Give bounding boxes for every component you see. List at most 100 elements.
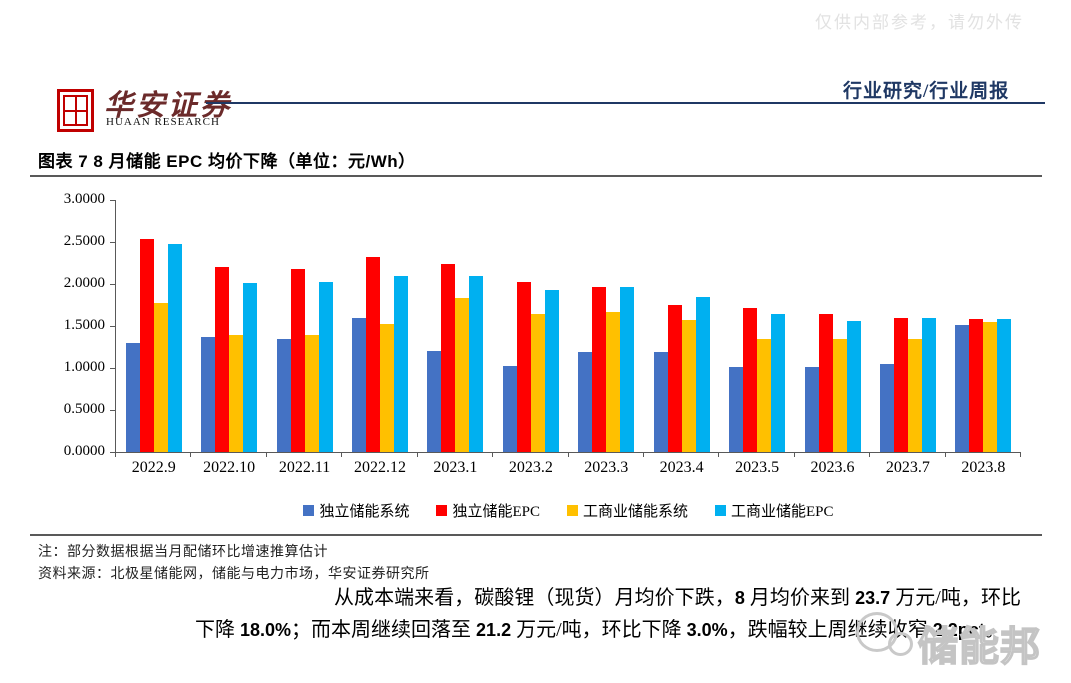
x-axis-tick [642,453,644,457]
bar-独立储能EPC-2022.12 [365,257,380,452]
legend-label: 工商业储能系统 [583,504,689,520]
bar-工商业储能系统-2023.6 [832,339,847,452]
chart-source: 资料来源：北极星储能网，储能与电力市场，华安证券研究所 [38,567,430,582]
x-axis-tick [1020,453,1021,457]
bar-工商业储能系统-2022.11 [304,335,319,452]
title-divider [30,175,1042,177]
bar-group-2023.7 [870,200,945,452]
paragraph-text: 从成本端来看，碳酸锂（现货）月均价下跌， [334,587,735,609]
huaan-seal-logo [57,89,94,132]
y-axis-tick [110,452,115,453]
y-tick-label: 1.5000 [63,317,105,333]
bar-独立储能系统-2023.5 [729,367,744,452]
y-axis-tick [110,242,115,243]
y-axis-tick [110,368,115,369]
bar-独立储能EPC-2023.5 [743,307,758,452]
bar-独立储能EPC-2022.10 [215,267,230,452]
paragraph-text: 万元/吨，环比下降 [195,587,1022,641]
bar-工商业储能系统-2023.2 [530,314,545,452]
paragraph-text: 万元/吨，环比下降 [511,619,687,641]
legend-item-工商业储能EPC: 工商业储能EPC [715,500,834,521]
y-axis-line [115,200,116,453]
bar-工商业储能EPC-2023.5 [771,314,786,452]
legend-label: 独立储能系统 [319,504,410,520]
x-axis-tick [265,453,267,457]
bar-独立储能系统-2022.10 [201,336,216,452]
bar-工商业储能系统-2023.1 [455,298,470,452]
x-tick-label: 2023.2 [508,459,553,476]
bar-工商业储能系统-2022.12 [379,324,394,452]
x-tick-label: 2023.6 [810,459,855,476]
bar-group-2022.12 [342,200,417,452]
bar-group-2023.1 [418,200,493,452]
paragraph-text: ；而本周继续回落至 [291,619,477,641]
x-axis-tick [567,453,569,457]
paragraph-text: 。 [984,619,1005,641]
figure-title: 图表 7 8 月储能 EPC 均价下降（单位：元/Wh） [38,152,416,171]
bar-独立储能EPC-2023.8 [969,319,984,452]
bar-group-2022.9 [116,200,191,452]
body-paragraph: 从成本端来看，碳酸锂（现货）月均价下跌，8 月均价来到 23.7 万元/吨，环比… [195,582,1021,646]
x-axis-category-labels: 2022.9 2022.10 2022.11 2022.12 2023.1 2023.2 2… [116,459,1021,477]
paragraph-number: 21.2 [476,620,512,640]
x-axis-tick [492,453,494,457]
y-axis-tick [110,200,115,201]
bar-group-2023.6 [795,200,870,452]
bar-工商业储能EPC-2023.1 [469,276,484,452]
bar-独立储能EPC-2023.3 [592,286,607,452]
bar-工商业储能EPC-2023.4 [695,296,710,452]
bar-工商业储能系统-2023.4 [681,320,696,452]
bar-group-2023.2 [493,200,568,452]
legend-item-独立储能EPC: 独立储能EPC [436,500,540,521]
bar-独立储能系统-2023.8 [955,325,970,452]
bar-独立储能EPC-2023.2 [516,282,531,452]
x-tick-label: 2023.3 [584,459,629,476]
x-axis-tick [718,453,720,457]
paragraph-number: 23.7 [855,588,891,608]
bar-工商业储能EPC-2023.2 [544,289,559,452]
bar-工商业储能系统-2022.10 [229,335,244,452]
header-divider [206,102,1045,104]
legend-swatch-icon [567,505,578,516]
seal-pattern [63,95,88,126]
x-tick-label: 2022.10 [203,459,256,476]
bar-group-2023.4 [644,200,719,452]
bar-工商业储能EPC-2023.3 [620,286,635,452]
bar-独立储能系统-2023.2 [502,366,517,452]
bar-group-2022.10 [191,200,266,452]
bar-工商业储能系统-2023.3 [606,311,621,452]
bar-独立储能EPC-2022.11 [290,268,305,452]
x-tick-label: 2023.8 [961,459,1006,476]
brand-name-english: HUAAN RESEARCH [106,116,220,128]
bar-独立储能EPC-2023.7 [893,317,908,452]
legend-item-工商业储能系统: 工商业储能系统 [567,500,688,521]
legend-label: 工商业储能EPC [731,504,834,520]
x-tick-label: 2023.7 [885,459,930,476]
paragraph-text: ，跌幅较上周继续收窄 [727,619,933,641]
bar-独立储能EPC-2023.6 [818,314,833,452]
x-tick-label: 2023.4 [659,459,704,476]
x-axis-tick [869,453,871,457]
x-tick-label: 2022.11 [278,459,331,476]
bar-工商业储能EPC-2022.9 [167,243,182,452]
y-tick-label: 2.5000 [63,233,105,249]
paragraph-text: 月均价来到 [744,587,856,609]
bar-独立储能系统-2023.4 [653,352,668,452]
x-axis-tick [341,453,343,457]
bar-独立储能EPC-2023.4 [667,305,682,452]
legend-label: 独立储能EPC [452,504,540,520]
x-axis-tick [793,453,795,457]
x-tick-label: 2023.1 [433,459,478,476]
y-tick-label: 2.0000 [63,275,105,291]
legend-swatch-icon [303,505,315,516]
bar-工商业储能EPC-2023.8 [997,319,1012,452]
bar-独立储能系统-2022.9 [125,342,140,452]
note-divider [30,534,1042,536]
x-axis-tick [416,453,418,457]
report-section-label: 行业研究/行业周报 [843,81,1010,102]
bar-group-2023.8 [946,200,1021,452]
legend-item-独立储能系统: 独立储能系统 [303,500,409,521]
bar-独立储能系统-2023.3 [578,352,593,452]
bar-独立储能系统-2022.12 [351,317,366,452]
x-axis-tick [944,453,946,457]
